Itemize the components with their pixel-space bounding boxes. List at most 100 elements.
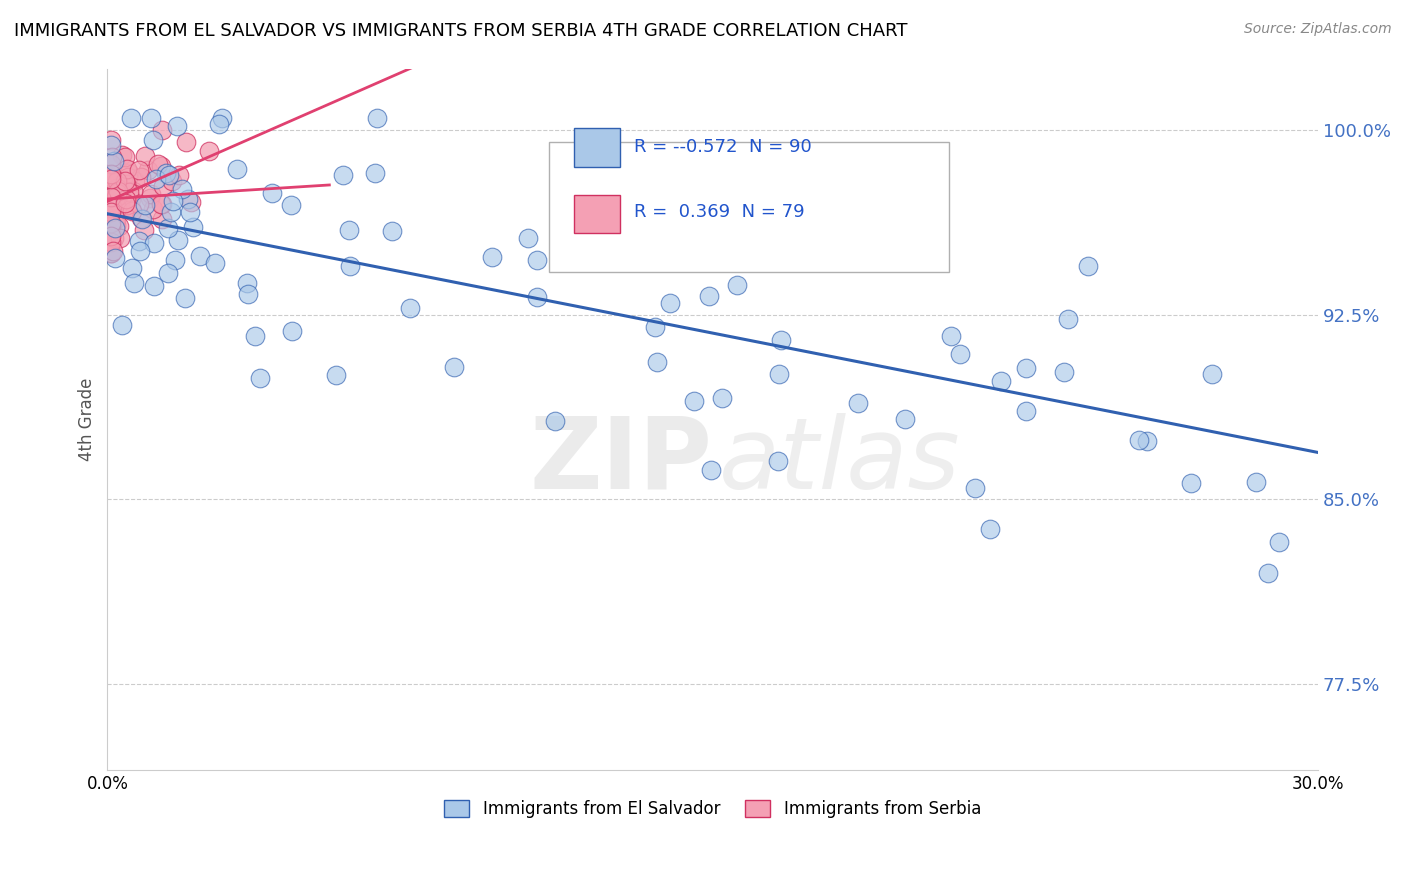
Point bbox=[526, 252, 548, 267]
Point bbox=[117, 161, 139, 176]
Point bbox=[107, 184, 129, 198]
Point bbox=[105, 181, 128, 195]
Point bbox=[157, 220, 180, 235]
Point bbox=[100, 200, 122, 214]
Point bbox=[103, 244, 125, 258]
Point bbox=[645, 240, 668, 254]
Point bbox=[544, 414, 567, 428]
Point bbox=[149, 196, 172, 211]
Point bbox=[339, 259, 361, 273]
Point bbox=[150, 212, 173, 227]
Point bbox=[157, 168, 180, 182]
Point bbox=[139, 191, 162, 205]
Point bbox=[110, 189, 132, 203]
Point bbox=[120, 111, 142, 125]
Point bbox=[121, 260, 143, 275]
Point bbox=[100, 167, 122, 181]
FancyBboxPatch shape bbox=[574, 128, 620, 167]
Text: ZIP: ZIP bbox=[530, 413, 713, 510]
Point bbox=[174, 136, 197, 150]
Point bbox=[198, 145, 221, 159]
Point bbox=[364, 166, 387, 180]
Text: Source: ZipAtlas.com: Source: ZipAtlas.com bbox=[1244, 22, 1392, 37]
Point bbox=[107, 219, 129, 234]
Point bbox=[1015, 404, 1038, 418]
Point bbox=[100, 170, 122, 185]
Point bbox=[166, 119, 188, 133]
Point bbox=[121, 184, 143, 198]
Point bbox=[1128, 434, 1150, 448]
Point bbox=[134, 198, 156, 212]
Point bbox=[100, 188, 122, 202]
Point bbox=[104, 251, 127, 265]
Text: IMMIGRANTS FROM EL SALVADOR VS IMMIGRANTS FROM SERBIA 4TH GRADE CORRELATION CHAR: IMMIGRANTS FROM EL SALVADOR VS IMMIGRANT… bbox=[14, 22, 907, 40]
Point bbox=[128, 197, 150, 211]
Point bbox=[134, 149, 156, 163]
Point bbox=[100, 195, 122, 210]
Point bbox=[249, 371, 271, 385]
Point bbox=[114, 150, 136, 164]
Point bbox=[117, 169, 139, 184]
Text: R =  0.369  N = 79: R = 0.369 N = 79 bbox=[634, 203, 804, 221]
Point bbox=[700, 463, 723, 477]
Point bbox=[1201, 367, 1223, 381]
Point bbox=[143, 278, 166, 293]
Point bbox=[142, 132, 165, 146]
Point bbox=[180, 195, 202, 210]
Point bbox=[167, 168, 190, 182]
Point bbox=[100, 138, 122, 153]
Text: R = --0.572  N = 90: R = --0.572 N = 90 bbox=[634, 138, 811, 156]
Point bbox=[100, 228, 122, 243]
Point bbox=[332, 168, 354, 182]
Point bbox=[769, 333, 792, 347]
Point bbox=[162, 194, 184, 209]
Text: atlas: atlas bbox=[718, 413, 960, 510]
Point bbox=[103, 204, 125, 219]
Point bbox=[243, 328, 266, 343]
Point bbox=[516, 230, 538, 244]
Point bbox=[100, 198, 122, 212]
Point bbox=[1014, 361, 1036, 376]
Point bbox=[366, 111, 388, 125]
Point bbox=[236, 287, 259, 301]
Point bbox=[111, 318, 134, 332]
Point bbox=[990, 374, 1012, 388]
Point bbox=[100, 186, 122, 201]
Point bbox=[963, 481, 986, 495]
Point bbox=[211, 111, 233, 125]
Point bbox=[1056, 312, 1078, 326]
Point bbox=[100, 235, 122, 249]
Point bbox=[100, 133, 122, 147]
Point bbox=[100, 150, 122, 164]
Point bbox=[100, 246, 122, 260]
Point bbox=[100, 204, 122, 219]
Point bbox=[139, 186, 162, 201]
Point bbox=[157, 266, 180, 280]
Point bbox=[1136, 434, 1159, 449]
Point bbox=[846, 396, 869, 410]
Point bbox=[128, 234, 150, 248]
Point bbox=[155, 166, 177, 180]
Point bbox=[725, 277, 748, 292]
Point bbox=[1180, 475, 1202, 490]
Point bbox=[260, 186, 283, 200]
Point bbox=[325, 368, 347, 383]
Point bbox=[645, 355, 668, 369]
Point bbox=[100, 219, 122, 234]
Point bbox=[138, 163, 160, 178]
Point bbox=[768, 368, 790, 382]
Point bbox=[104, 175, 127, 189]
Point bbox=[115, 177, 138, 191]
Point bbox=[118, 165, 141, 179]
Point bbox=[132, 223, 155, 237]
Point bbox=[105, 201, 128, 215]
Point bbox=[105, 186, 128, 200]
Point bbox=[100, 171, 122, 186]
Point bbox=[114, 196, 136, 211]
Point bbox=[443, 359, 465, 374]
Point bbox=[103, 153, 125, 168]
Point bbox=[100, 190, 122, 204]
Point bbox=[181, 219, 204, 234]
Point bbox=[128, 162, 150, 177]
FancyBboxPatch shape bbox=[550, 142, 949, 272]
